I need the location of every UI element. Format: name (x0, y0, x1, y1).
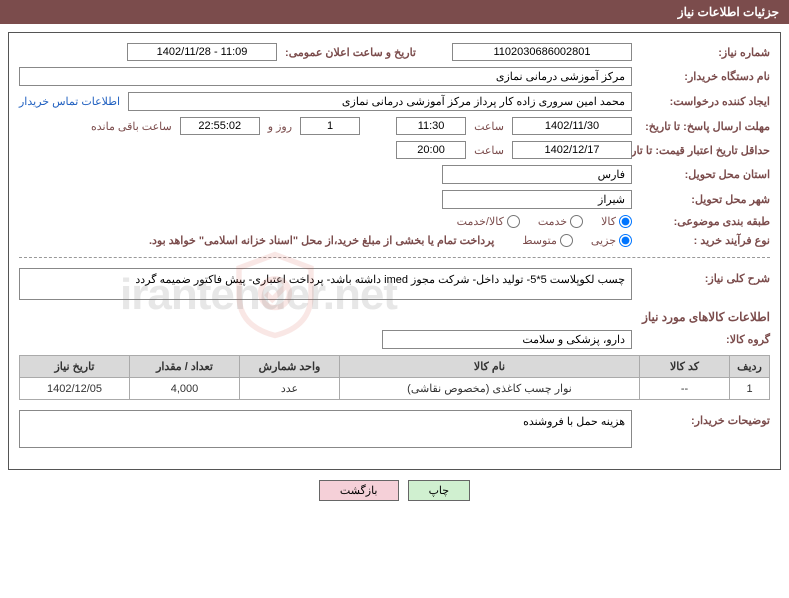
deadline-date: 1402/11/30 (512, 117, 632, 135)
subject-radio-2[interactable] (507, 215, 520, 228)
general-desc-label: شرح کلی نیاز: (640, 268, 770, 285)
table-cell: -- (640, 378, 730, 400)
subject-class-label: طبقه بندی موضوعی: (640, 215, 770, 228)
purchase-radio-1[interactable] (560, 234, 573, 247)
subject-class-group: کالا خدمت کالا/خدمت (457, 215, 632, 228)
page-title: جزئیات اطلاعات نیاز (678, 5, 779, 19)
validity-date: 1402/12/17 (512, 141, 632, 159)
table-cell: نوار چسب کاغذی (مخصوص نقاشی) (340, 378, 640, 400)
purchase-label-1: متوسط (522, 234, 557, 247)
subject-option-1[interactable]: خدمت (538, 215, 583, 228)
need-number-value: 1102030686002801 (452, 43, 632, 61)
purchase-radio-0[interactable] (619, 234, 632, 247)
item-group-value: دارو، پزشکی و سلامت (382, 330, 632, 349)
purchase-option-0[interactable]: جزیی (591, 234, 632, 247)
subject-option-2[interactable]: کالا/خدمت (457, 215, 520, 228)
table-row: 1--نوار چسب کاغذی (مخصوص نقاشی)عدد4,0001… (20, 378, 770, 400)
table-header-4: تعداد / مقدار (130, 356, 240, 378)
deadline-label: مهلت ارسال پاسخ: تا تاریخ: (640, 120, 770, 133)
province-label: استان محل تحویل: (640, 168, 770, 181)
deadline-remaining: 22:55:02 (180, 117, 260, 135)
table-cell: 1402/12/05 (20, 378, 130, 400)
announce-datetime-value: 1402/11/28 - 11:09 (127, 43, 277, 61)
subject-label-2: کالا/خدمت (457, 215, 504, 228)
province-value: فارس (442, 165, 632, 184)
general-desc-text: چسب لکوپلاست 5*5- تولید داخل- شرکت مجوز … (19, 268, 632, 300)
deadline-days: 1 (300, 117, 360, 135)
table-header-0: ردیف (730, 356, 770, 378)
validity-time-label: ساعت (474, 144, 504, 157)
item-group-label: گروه کالا: (640, 333, 770, 346)
subject-radio-1[interactable] (570, 215, 583, 228)
details-frame: شماره نیاز: 1102030686002801 تاریخ و ساع… (8, 32, 781, 470)
city-value: شیراز (442, 190, 632, 209)
subject-label-0: کالا (601, 215, 616, 228)
requester-value: محمد امین سروری زاده کار پرداز مرکز آموز… (128, 92, 632, 111)
need-number-label: شماره نیاز: (640, 46, 770, 59)
page-header: جزئیات اطلاعات نیاز (0, 0, 789, 24)
deadline-remaining-suffix: ساعت باقی مانده (91, 120, 172, 133)
buyer-org-label: نام دستگاه خریدار: (640, 70, 770, 83)
table-cell: 4,000 (130, 378, 240, 400)
table-cell: عدد (240, 378, 340, 400)
deadline-time-label: ساعت (474, 120, 504, 133)
table-header-3: واحد شمارش (240, 356, 340, 378)
table-header-2: نام کالا (340, 356, 640, 378)
subject-option-0[interactable]: کالا (601, 215, 632, 228)
table-header-5: تاریخ نیاز (20, 356, 130, 378)
table-cell: 1 (730, 378, 770, 400)
validity-label: حداقل تاریخ اعتبار قیمت: تا تاریخ: (640, 144, 770, 157)
back-button[interactable]: بازگشت (319, 480, 399, 501)
subject-radio-0[interactable] (619, 215, 632, 228)
buyer-contact-link[interactable]: اطلاعات تماس خریدار (19, 95, 120, 108)
announce-datetime-label: تاریخ و ساعت اعلان عمومی: (285, 46, 416, 59)
city-label: شهر محل تحویل: (640, 193, 770, 206)
purchase-type-group: جزیی متوسط (522, 234, 632, 247)
print-button[interactable]: چاپ (408, 480, 471, 501)
items-section-header: اطلاعات کالاهای مورد نیاز (19, 310, 770, 324)
subject-label-1: خدمت (538, 215, 567, 228)
purchase-type-label: نوع فرآیند خرید : (640, 234, 770, 247)
buyer-org-value: مرکز آموزشی درمانی نمازی (19, 67, 632, 86)
deadline-days-suffix: روز و (268, 120, 292, 133)
purchase-option-1[interactable]: متوسط (522, 234, 573, 247)
requester-label: ایجاد کننده درخواست: (640, 95, 770, 108)
action-buttons: چاپ بازگشت (0, 480, 789, 501)
buyer-notes-text: هزینه حمل با فروشنده (19, 410, 632, 448)
purchase-label-0: جزیی (591, 234, 616, 247)
purchase-note: پرداخت تمام یا بخشی از مبلغ خرید،از محل … (149, 234, 494, 247)
items-table: ردیفکد کالانام کالاواحد شمارشتعداد / مقد… (19, 355, 770, 400)
buyer-notes-label: توضیحات خریدار: (640, 410, 770, 427)
deadline-time: 11:30 (396, 117, 466, 135)
validity-time: 20:00 (396, 141, 466, 159)
table-header-1: کد کالا (640, 356, 730, 378)
